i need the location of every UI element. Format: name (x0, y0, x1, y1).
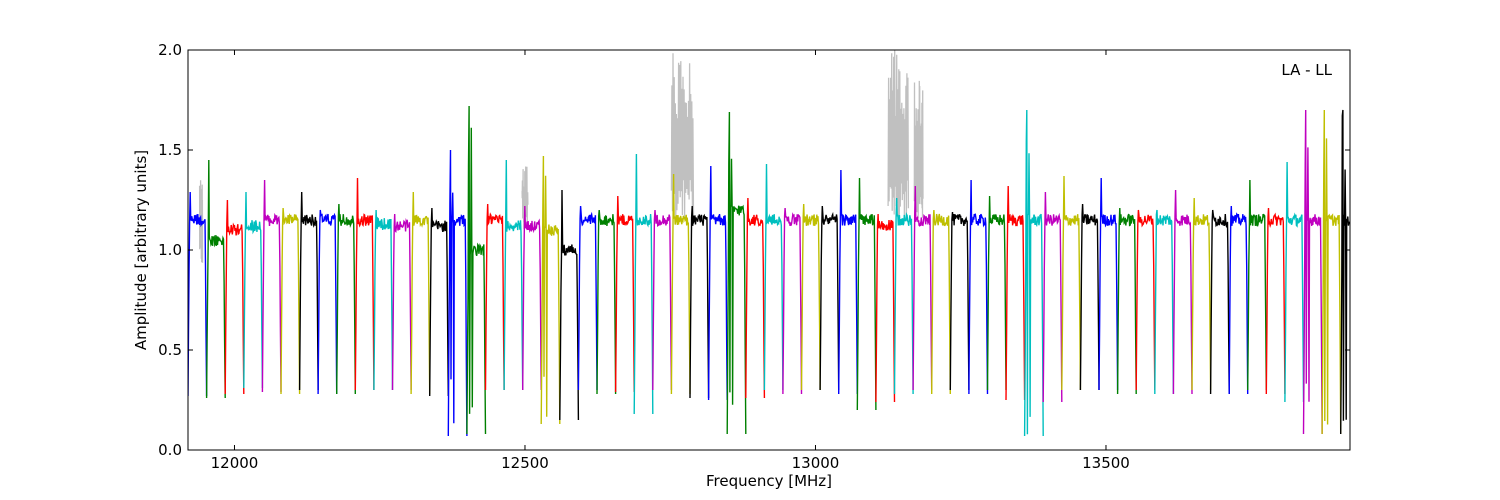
channel-trace-30 (745, 197, 766, 399)
channel-trace-8 (336, 203, 356, 395)
channel-trace-7 (317, 209, 338, 395)
flagged-segment-2 (913, 80, 924, 219)
channel-trace-50 (1116, 207, 1137, 395)
channel-trace-26 (670, 173, 691, 395)
channel-trace-43 (986, 195, 1007, 391)
channel-trace-53 (1172, 189, 1193, 395)
y-tick-label-4: 2.0 (158, 41, 182, 59)
x-tick-label-2: 13000 (792, 454, 840, 472)
channel-trace-32 (782, 207, 803, 395)
channel-trace-11 (391, 213, 412, 391)
channel-trace-0 (188, 191, 208, 397)
channel-trace-61 (1321, 109, 1342, 435)
channel-trace-40 (931, 209, 951, 395)
channel-trace-58 (1265, 207, 1286, 395)
channel-trace-31 (763, 163, 784, 391)
y-tick-label-0: 0.0 (158, 441, 182, 459)
channel-trace-56 (1228, 205, 1249, 395)
channel-trace-14 (447, 149, 468, 437)
channel-trace-35 (838, 169, 858, 395)
channel-trace-52 (1154, 209, 1175, 395)
y-axis-label: Amplitude [arbitrary units] (132, 150, 150, 350)
channel-trace-33 (800, 203, 821, 391)
channel-trace-17 (503, 159, 524, 391)
y-tick-label-1: 0.5 (158, 341, 182, 359)
x-tick-label-1: 12500 (501, 454, 549, 472)
channel-trace-42 (968, 179, 989, 395)
channel-trace-2 (224, 199, 245, 395)
channel-trace-54 (1191, 197, 1212, 391)
channel-trace-3 (243, 191, 264, 389)
channel-trace-15 (466, 105, 487, 435)
channel-trace-24 (633, 153, 654, 415)
channel-trace-27 (689, 205, 710, 399)
channel-trace-25 (652, 209, 673, 391)
channel-trace-12 (410, 191, 431, 395)
flagged-segment-4 (198, 180, 204, 263)
channel-trace-51 (1135, 209, 1156, 391)
channel-trace-36 (856, 177, 877, 411)
series-layer (188, 50, 1350, 437)
channel-trace-21 (577, 205, 598, 391)
y-tick-label-3: 1.5 (158, 141, 182, 159)
channel-trace-39 (912, 185, 933, 391)
channel-trace-41 (949, 211, 970, 391)
y-tick-label-2: 1.0 (158, 241, 182, 259)
channel-trace-6 (298, 191, 319, 391)
channel-trace-9 (354, 177, 375, 391)
x-axis-label: Frequency [MHz] (706, 472, 832, 490)
channel-trace-18 (522, 205, 542, 391)
channel-trace-57 (1247, 179, 1267, 391)
plot-annotation: LA - LL (1281, 61, 1332, 79)
x-tick-label-3: 13500 (1082, 454, 1130, 472)
x-tick-label-0: 12000 (211, 454, 259, 472)
channel-trace-20 (559, 189, 580, 421)
channel-trace-34 (819, 205, 840, 391)
flagged-segment-0 (670, 53, 695, 219)
channel-trace-19 (540, 155, 561, 425)
channel-trace-49 (1098, 177, 1119, 391)
channel-trace-47 (1061, 175, 1082, 391)
channel-trace-55 (1209, 209, 1230, 395)
channel-trace-13 (429, 207, 449, 397)
channel-trace-59 (1284, 161, 1305, 403)
channel-trace-16 (484, 203, 505, 391)
tick-layer: 12000 12500 13000 13500 0.0 0.5 1.0 1.5 2.0 (158, 41, 1350, 472)
channel-trace-60 (1302, 109, 1323, 435)
channel-trace-38 (893, 197, 914, 395)
channel-trace-10 (373, 209, 394, 391)
channel-trace-4 (261, 179, 282, 393)
channel-trace-5 (280, 207, 301, 395)
channel-trace-45 (1023, 109, 1044, 437)
channel-trace-22 (596, 209, 617, 395)
channel-trace-29 (726, 111, 747, 435)
channel-trace-48 (1079, 203, 1100, 391)
channel-trace-37 (875, 213, 896, 403)
channel-trace-28 (707, 165, 728, 401)
channel-trace-23 (614, 195, 635, 393)
channel-trace-44 (1005, 185, 1026, 401)
channel-trace-1 (205, 159, 226, 399)
channel-trace-46 (1042, 191, 1063, 403)
channel-trace-62 (1340, 109, 1350, 435)
